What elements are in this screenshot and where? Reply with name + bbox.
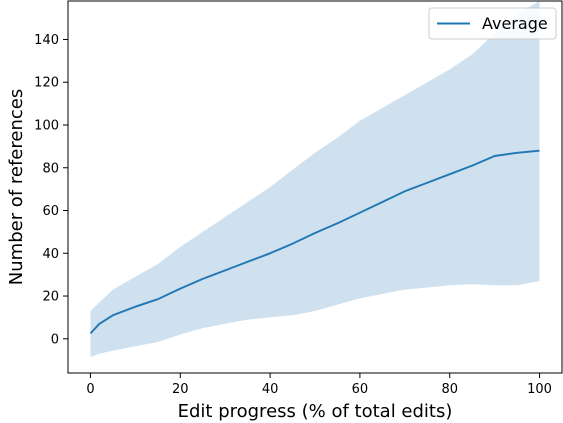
y-tick-label: 80	[42, 161, 59, 176]
y-axis-label: Number of references	[6, 89, 27, 285]
x-axis-ticks: 0 20 40 60 80 100	[86, 373, 552, 397]
y-tick-label: 20	[42, 290, 59, 305]
y-tick-label: 0	[51, 332, 59, 347]
x-tick-label: 60	[352, 382, 369, 397]
y-tick-label: 100	[34, 119, 59, 134]
x-tick-label: 80	[441, 382, 458, 397]
y-tick-label: 120	[34, 76, 59, 91]
plot-area	[89, 1, 540, 357]
y-axis-ticks: 0 20 40 60 80 100 120 140	[34, 33, 68, 347]
x-tick-label: 100	[527, 382, 552, 397]
x-axis-label: Edit progress (% of total edits)	[178, 401, 453, 422]
x-tick-label: 20	[172, 382, 189, 397]
x-tick-label: 40	[262, 382, 279, 397]
y-tick-label: 40	[42, 247, 59, 262]
y-tick-label: 60	[42, 204, 59, 219]
x-tick-label: 0	[86, 382, 94, 397]
y-tick-label: 140	[34, 33, 59, 48]
legend-label-average: Average	[482, 14, 548, 33]
legend-box	[428, 7, 557, 40]
spread-band	[90, 1, 540, 357]
legend: Average	[428, 7, 557, 40]
series-line-average	[89, 149, 540, 335]
plot-frame	[67, 0, 563, 374]
